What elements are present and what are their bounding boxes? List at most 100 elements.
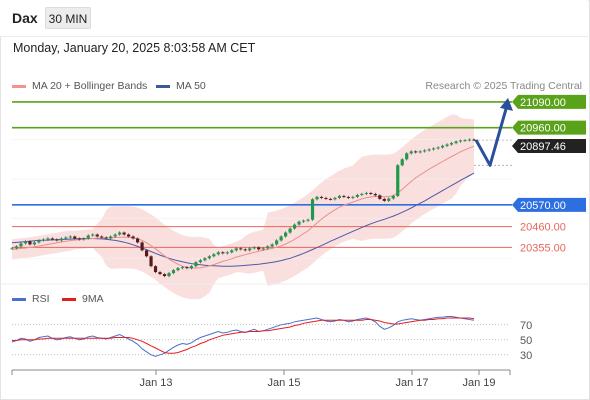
x-axis-tick-label: Jan 19 bbox=[462, 377, 495, 389]
candle bbox=[189, 266, 194, 269]
candle bbox=[73, 236, 77, 239]
candle bbox=[261, 248, 265, 250]
candle bbox=[387, 198, 391, 201]
candle bbox=[463, 140, 467, 142]
candle bbox=[144, 250, 149, 257]
legend-rsi: RSI bbox=[12, 293, 50, 305]
candle bbox=[239, 248, 243, 250]
candle bbox=[77, 238, 81, 240]
candle bbox=[158, 272, 162, 275]
candle bbox=[10, 248, 14, 250]
resistance-level-label: 20960.00 bbox=[520, 123, 566, 135]
candle bbox=[369, 192, 373, 194]
support-level-label: 20460.00 bbox=[520, 222, 566, 234]
candle bbox=[55, 239, 59, 241]
candle bbox=[449, 143, 454, 145]
candle bbox=[472, 139, 476, 141]
candle bbox=[414, 151, 418, 153]
candle bbox=[467, 139, 472, 141]
legend-swatch-rsi bbox=[12, 297, 26, 301]
candle bbox=[104, 237, 108, 239]
candle bbox=[149, 256, 153, 267]
interval-button[interactable]: 30 MIN bbox=[45, 7, 91, 29]
rsi-tick-label: 70 bbox=[520, 320, 532, 332]
legend-swatch-ma20 bbox=[12, 84, 26, 88]
candle bbox=[382, 198, 386, 201]
candle bbox=[162, 274, 167, 277]
candle bbox=[301, 220, 306, 222]
candle bbox=[427, 149, 431, 151]
legend-ma50-label: MA 50 bbox=[176, 80, 206, 92]
legend-rsi-label: RSI bbox=[32, 293, 50, 305]
candle bbox=[288, 228, 292, 233]
candle bbox=[333, 197, 337, 200]
support-level-label: 20355.00 bbox=[520, 242, 566, 254]
candle bbox=[68, 236, 72, 238]
candle bbox=[207, 256, 211, 259]
candle bbox=[275, 240, 279, 245]
candle bbox=[95, 234, 99, 237]
candle bbox=[458, 140, 463, 142]
candle bbox=[194, 262, 198, 267]
candle bbox=[122, 232, 126, 235]
x-axis-tick-label: Jan 15 bbox=[267, 377, 300, 389]
candle bbox=[82, 238, 86, 240]
resistance-level-label: 21090.00 bbox=[520, 97, 566, 109]
candle bbox=[454, 141, 458, 144]
candle bbox=[135, 238, 140, 243]
candle bbox=[418, 151, 422, 153]
candle bbox=[198, 260, 202, 263]
pivot-level-tag bbox=[512, 197, 586, 212]
legend-ma50: MA 50 bbox=[156, 80, 206, 92]
instrument-title: Dax bbox=[12, 10, 38, 26]
legend-9ma: 9MA bbox=[62, 293, 104, 305]
candle bbox=[64, 237, 68, 239]
candle bbox=[14, 246, 19, 249]
candle bbox=[351, 196, 355, 198]
candle bbox=[310, 199, 315, 220]
candle bbox=[306, 219, 310, 221]
projection-arrow bbox=[474, 101, 510, 167]
candle bbox=[423, 150, 427, 152]
candle bbox=[59, 238, 63, 241]
candle bbox=[86, 235, 90, 239]
candle bbox=[203, 258, 207, 261]
last-level-label: 20897.46 bbox=[520, 141, 566, 153]
x-axis-tick-label: Jan 13 bbox=[139, 377, 172, 389]
candle bbox=[167, 273, 171, 277]
header-bar: Dax 30 MIN bbox=[0, 0, 588, 37]
candle bbox=[409, 151, 413, 154]
candle bbox=[279, 236, 283, 241]
candle bbox=[234, 248, 238, 251]
rsi-tick-label: 50 bbox=[520, 335, 532, 347]
candle bbox=[19, 243, 23, 247]
candle bbox=[225, 252, 229, 254]
candle bbox=[297, 221, 301, 225]
candle bbox=[342, 195, 346, 197]
candle bbox=[400, 159, 404, 166]
candle bbox=[396, 165, 400, 196]
candle bbox=[28, 241, 32, 245]
candle bbox=[441, 145, 445, 148]
candle bbox=[46, 238, 50, 240]
legend-bollinger: MA 20 + Bollinger Bands bbox=[12, 80, 147, 92]
candle bbox=[176, 268, 180, 271]
legend-swatch-9ma bbox=[62, 297, 76, 301]
candle bbox=[140, 242, 144, 251]
legend-9ma-label: 9MA bbox=[82, 293, 104, 305]
candle bbox=[221, 252, 225, 254]
candle bbox=[324, 197, 328, 199]
candle bbox=[284, 232, 288, 237]
candle bbox=[180, 267, 185, 269]
resistance-level-tag bbox=[512, 94, 586, 109]
candle bbox=[364, 192, 368, 194]
candle bbox=[118, 232, 122, 235]
candle bbox=[91, 234, 95, 236]
candle bbox=[100, 236, 104, 238]
datetime-label: Monday, January 20, 2025 8:03:58 AM CET bbox=[13, 41, 256, 55]
candle bbox=[113, 234, 117, 237]
candle bbox=[257, 247, 261, 250]
candle bbox=[252, 247, 256, 249]
candle bbox=[436, 147, 440, 149]
